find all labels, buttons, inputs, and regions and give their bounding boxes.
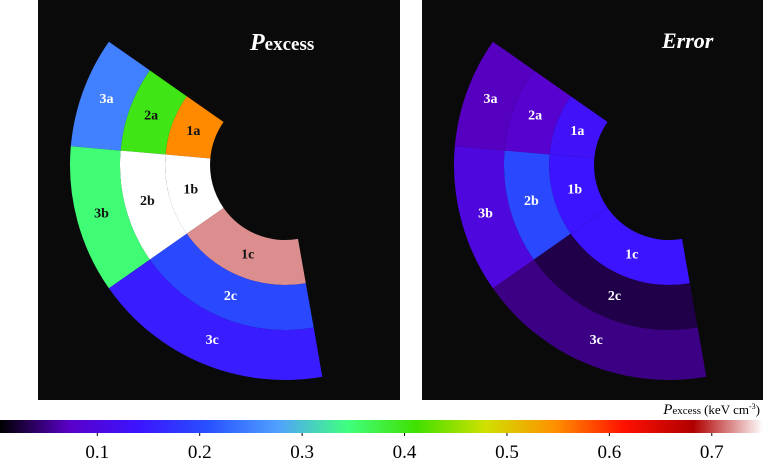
title-symbol: P (249, 30, 265, 56)
tick-label: 0.4 (393, 442, 417, 463)
region (504, 70, 571, 155)
region-label: 3a (99, 92, 113, 107)
region-label: 3b (94, 206, 109, 221)
tick-label: 0.2 (188, 442, 212, 463)
region-label: 3a (483, 92, 497, 107)
title-subscript: excess (265, 34, 315, 55)
region-label: 2a (144, 108, 158, 123)
label-sup: -3 (749, 402, 756, 411)
region-label: 3b (478, 206, 493, 221)
region-label: 1a (570, 124, 584, 139)
region (454, 41, 534, 151)
label-close: ) (756, 402, 760, 417)
region (165, 96, 224, 159)
region (165, 154, 224, 234)
region (69, 146, 150, 289)
label-unit: (keV cm (704, 402, 749, 417)
region-label: 1b (183, 182, 198, 197)
region (120, 70, 187, 155)
region (570, 208, 690, 286)
region (186, 208, 306, 286)
panel-title: Error (661, 28, 714, 53)
region (149, 233, 314, 331)
region (503, 150, 571, 260)
region (70, 41, 150, 151)
colorbar-label: Pexcess (keV cm-3) (662, 402, 760, 418)
region-label: 3c (590, 333, 603, 348)
region-label: 3c (206, 333, 219, 348)
label-symbol: P (662, 402, 672, 418)
region-label: 2a (528, 108, 542, 123)
colorbar (0, 420, 763, 433)
tick-label: 0.5 (495, 442, 519, 463)
tick-label: 0.6 (598, 442, 622, 463)
region (549, 154, 608, 234)
region (549, 96, 608, 159)
region (453, 146, 534, 289)
tick-label: 0.1 (85, 442, 109, 463)
region-label: 2b (140, 194, 155, 209)
region-label: 1a (186, 124, 200, 139)
tick-label: 0.7 (700, 442, 724, 463)
panel-title: Pexcess (249, 30, 314, 56)
region (108, 259, 323, 380)
region (119, 150, 187, 260)
region-label: 2b (524, 194, 539, 209)
region-label: 2c (608, 289, 621, 304)
tick-label: 0.3 (290, 442, 314, 463)
region (492, 259, 707, 380)
region-label: 1c (241, 247, 254, 262)
region (533, 233, 698, 331)
label-subscript: excess (672, 405, 701, 417)
region-label: 1b (567, 182, 582, 197)
region-label: 1c (625, 247, 638, 262)
region-label: 2c (224, 289, 237, 304)
